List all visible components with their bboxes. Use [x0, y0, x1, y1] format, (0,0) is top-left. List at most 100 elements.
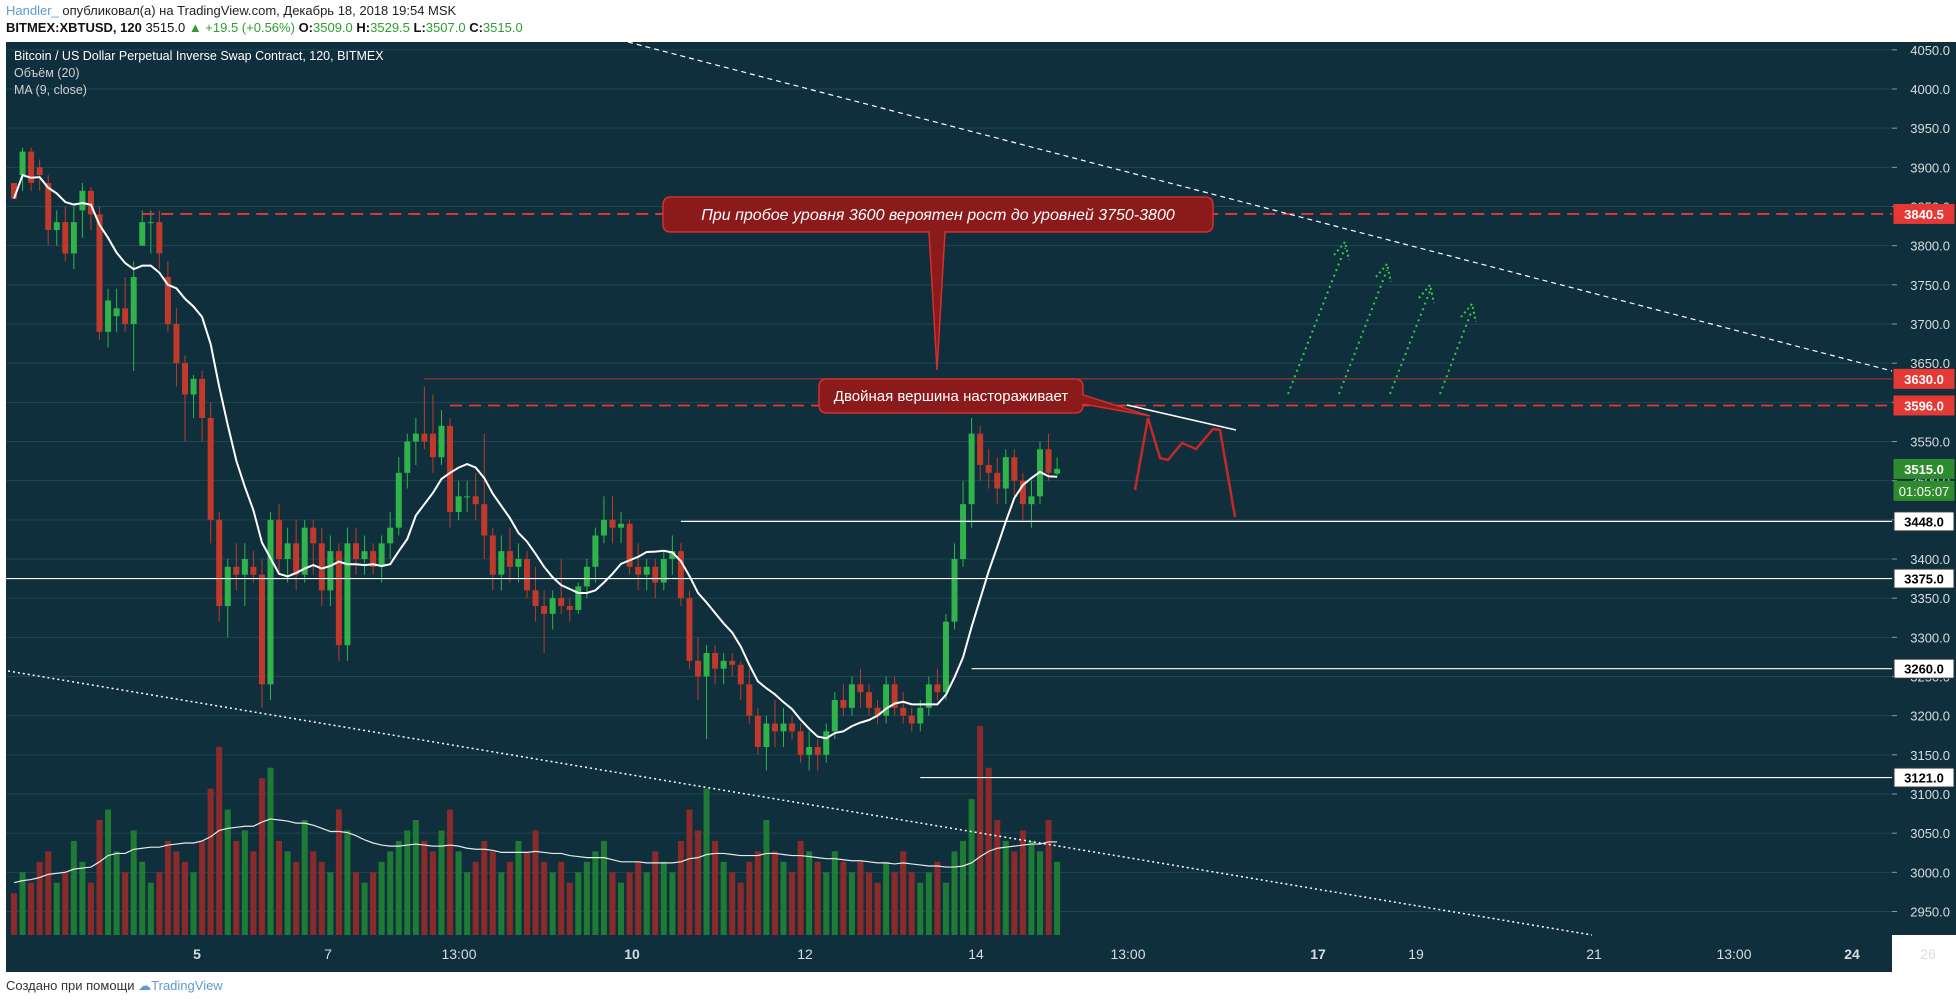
candle-body: [421, 433, 428, 442]
x-tick-label: 13:00: [441, 946, 476, 962]
volume-bar: [395, 840, 402, 935]
volume-bar: [293, 861, 300, 935]
candle-body: [498, 551, 505, 575]
candle-body: [36, 167, 43, 176]
double-top-path[interactable]: [1133, 417, 1237, 518]
volume-bar: [660, 861, 667, 935]
annotation-double-top[interactable]: Двойная вершина настораживает: [818, 378, 1151, 417]
price-marker-label: 3630.0: [1904, 372, 1944, 387]
close-label: C:: [469, 20, 483, 35]
annotation-breakout[interactable]: При пробое уровня 3600 вероятен рост до …: [662, 196, 1214, 371]
candle-body: [464, 496, 471, 498]
volume-bar: [729, 872, 736, 935]
candle-body: [609, 519, 616, 528]
upper-trendline[interactable]: [627, 42, 1893, 372]
volume-bar: [387, 851, 394, 935]
volume-bar: [335, 809, 342, 935]
double-top-line[interactable]: [1126, 404, 1237, 431]
volume-bar: [848, 872, 855, 935]
volume-bar: [900, 851, 907, 935]
price-marker-box: [1893, 395, 1955, 416]
candle-body: [182, 363, 188, 395]
tradingview-link[interactable]: TradingView: [151, 978, 223, 993]
candle-body: [763, 723, 770, 747]
volume-bar: [823, 872, 830, 935]
candle-body: [626, 523, 633, 567]
volume-bar: [831, 851, 838, 935]
volume-bar: [447, 809, 454, 935]
candle-body: [207, 418, 214, 520]
candle-body: [789, 723, 796, 732]
high-value: 3529.5: [370, 20, 410, 35]
volume-bars: [11, 725, 1061, 935]
volume-bar: [712, 840, 719, 935]
y-tick-label: 3400.0: [1910, 552, 1950, 567]
volume-bar: [635, 861, 642, 935]
candle-body: [404, 441, 411, 473]
volume-bar: [720, 861, 727, 935]
price-chart[interactable]: При пробое уровня 3600 вероятен рост до …: [0, 42, 1956, 972]
candle-body: [173, 324, 180, 364]
volume-bar: [583, 861, 590, 935]
publish-info: опубликовал(а) на TradingView.com, Декаб…: [62, 3, 457, 18]
projection-arrow: [1439, 301, 1477, 395]
candle-body: [284, 543, 291, 559]
candle-body: [70, 222, 77, 254]
candle-body: [216, 519, 223, 606]
candle-body: [771, 723, 778, 732]
volume-bar: [147, 882, 154, 935]
volume-bar: [498, 872, 505, 935]
open-value: 3509.0: [313, 20, 353, 35]
annotation-double-top-text: Двойная вершина настораживает: [834, 388, 1069, 405]
price-markers: 3840.5 3630.0 3596.0 3515.0 01:05:07 3448.0 33…: [1893, 203, 1955, 788]
candle-body: [840, 700, 847, 708]
tradingview-logo-icon[interactable]: ☁: [138, 978, 152, 993]
volume-bar: [789, 872, 796, 935]
candle-body: [652, 566, 659, 583]
volume-bar: [506, 861, 513, 935]
time-axis[interactable]: [6, 935, 1892, 972]
y-tick-label: 3200.0: [1910, 709, 1950, 724]
candle-body: [712, 653, 719, 669]
y-tick-label: 4050.0: [1910, 43, 1950, 58]
candle-body: [28, 151, 35, 183]
candle-body: [746, 684, 753, 716]
price-marker-white: 3448.0: [1893, 511, 1955, 532]
high-label: H:: [356, 20, 371, 35]
volume-bar: [780, 861, 787, 935]
volume-bar: [481, 840, 488, 935]
candle-body: [951, 559, 958, 622]
volume-bar: [250, 851, 257, 935]
volume-bar: [378, 861, 385, 935]
volume-bar: [421, 840, 428, 935]
x-tick-label: 21: [1586, 946, 1602, 962]
plot-area[interactable]: [6, 42, 1892, 935]
candle-body: [395, 472, 402, 528]
volume-bar: [515, 840, 522, 935]
candle-body: [130, 277, 137, 324]
volume-bar: [618, 882, 625, 935]
x-tick-label: 10: [624, 946, 640, 962]
candle-body: [558, 598, 565, 606]
volume-bar: [45, 851, 52, 935]
volume-indicator-label[interactable]: Объём (20): [14, 66, 80, 80]
candle-body: [45, 183, 52, 230]
candle-body: [831, 700, 838, 732]
price-marker-red: 3840.5: [1893, 203, 1955, 224]
candle-body: [541, 606, 548, 614]
volume-bar: [216, 746, 223, 935]
author-link[interactable]: Handler_: [6, 3, 59, 18]
volume-bar: [353, 872, 359, 935]
volume-bar: [814, 861, 821, 935]
candle-body: [900, 707, 907, 716]
volume-bar: [925, 872, 932, 935]
candle-body: [96, 214, 103, 332]
volume-bar: [19, 872, 26, 935]
volume-bar: [122, 872, 129, 935]
candle-body: [703, 653, 710, 677]
ma-indicator-label[interactable]: MA (9, close): [14, 83, 87, 97]
volume-bar: [600, 840, 607, 935]
candle-body: [122, 308, 129, 324]
symbol-label[interactable]: BITMEX:XBTUSD, 120: [6, 20, 142, 35]
candle-body: [669, 551, 676, 559]
